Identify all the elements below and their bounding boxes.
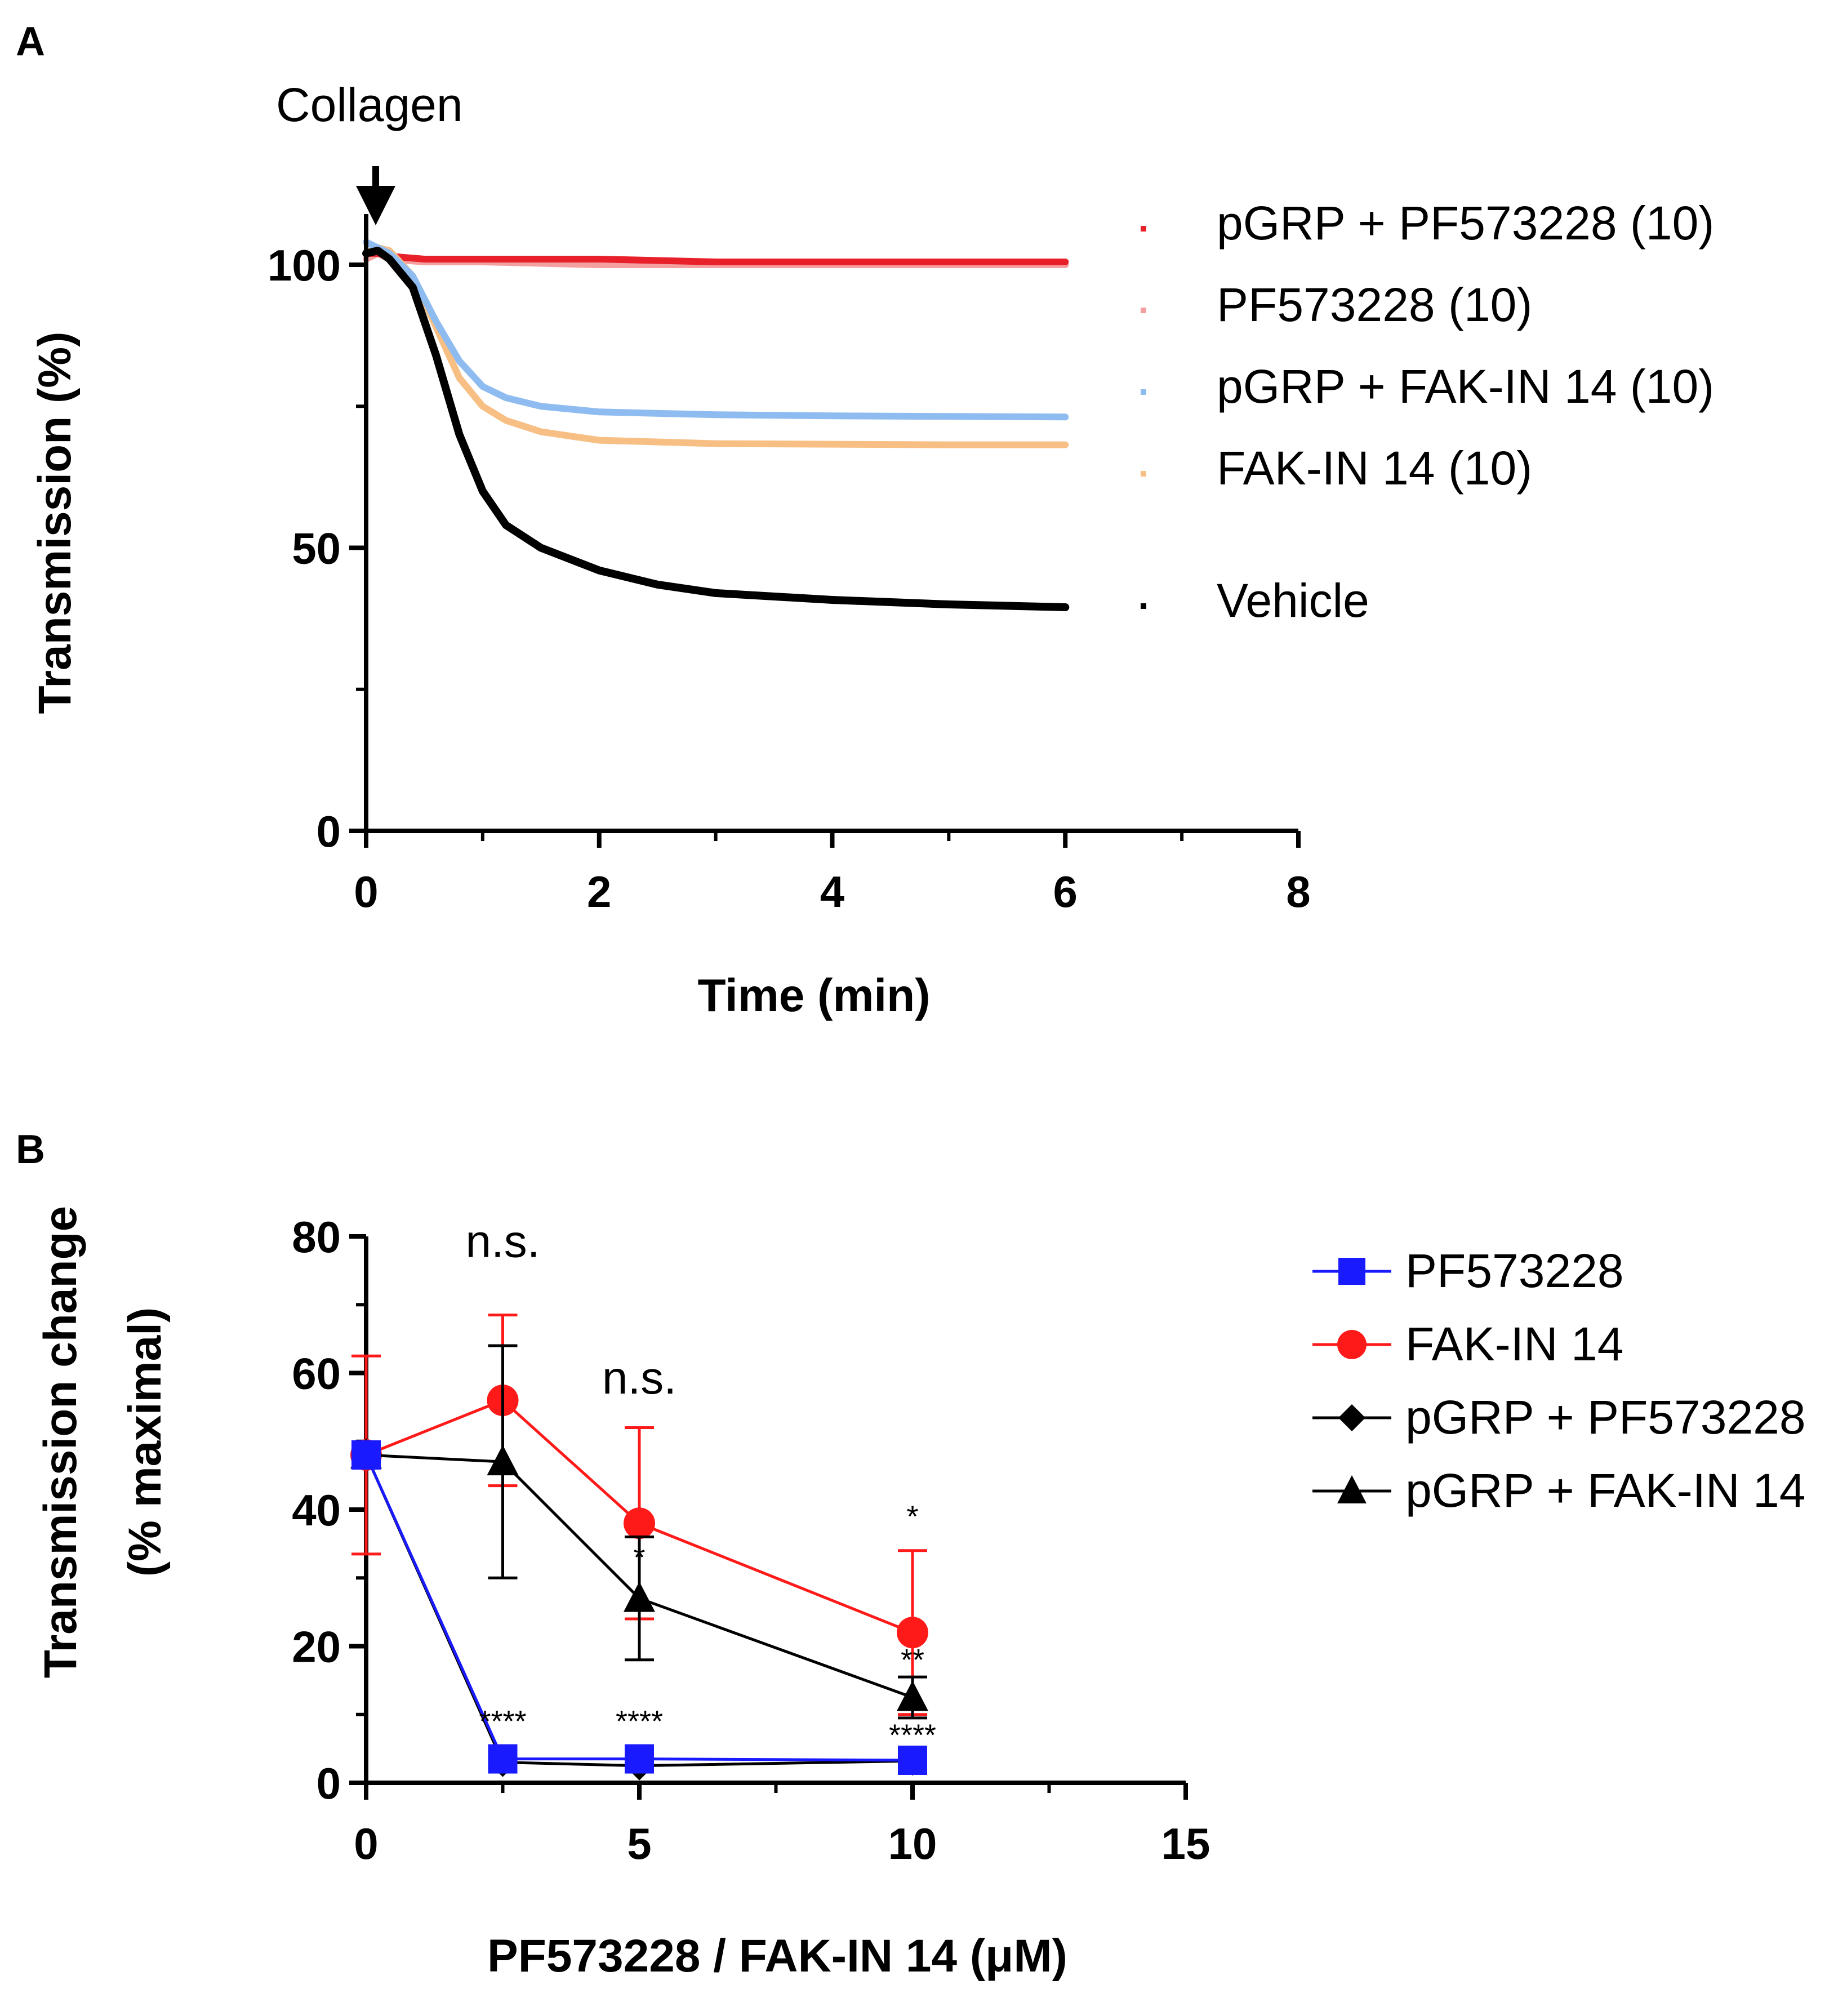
chart-b-annotation: ** (901, 1643, 924, 1677)
chart-b-point-b-fak (897, 1617, 928, 1649)
chart-a-y-tick-label: 50 (292, 524, 341, 573)
chart-a-legend-marker-pgrp-fak (1141, 389, 1146, 395)
chart-a-legend-marker-fak (1141, 471, 1146, 477)
chart-b-point-b-pf (625, 1744, 654, 1774)
chart-b-legend-label-b-pgrp-pf: pGRP + PF573228 (1405, 1391, 1806, 1444)
chart-b-y-tick-label: 20 (292, 1622, 341, 1672)
chart-b-annotation: n.s. (602, 1352, 677, 1404)
chart-a-x-axis-label: Time (min) (697, 970, 930, 1021)
collagen-arrow-icon (356, 166, 395, 225)
chart-b-legend-label-b-fak: FAK-IN 14 (1405, 1318, 1623, 1370)
chart-a-x-tick-label: 4 (820, 867, 844, 916)
chart-b-point-b-pf (898, 1745, 927, 1775)
chart-b-point-b-fak (624, 1507, 655, 1539)
chart-b-annotation: **** (479, 1705, 526, 1738)
chart-b-point-b-pgrp-fak (487, 1445, 519, 1476)
panel-label-a: A (16, 19, 45, 64)
chart-b-point-b-pf (488, 1744, 518, 1774)
chart-b-y-axis-label-line2: (% maximal) (119, 1307, 171, 1577)
chart-a-series-pgrp-fak (363, 238, 1069, 421)
chart-a-legend-label-fak: FAK-IN 14 (10) (1217, 442, 1532, 495)
chart-b-point-b-pgrp-fak (897, 1680, 928, 1711)
chart-a-legend-label-pgrp-fak: pGRP + FAK-IN 14 (10) (1217, 360, 1714, 413)
chart-a-x-tick-label: 0 (354, 867, 378, 916)
chart-a: Collagen 0 2 4 6 8 0 50 100 Transmission (%) Ti… (29, 78, 1714, 1021)
chart-a-annotation-collagen: Collagen (276, 78, 463, 131)
chart-a-y-tick-label: 0 (317, 807, 341, 856)
chart-b-x-tick-label: 5 (627, 1819, 651, 1868)
panel-label-b: B (16, 1127, 45, 1172)
chart-a-legend-label-pf: PF573228 (10) (1217, 278, 1532, 331)
chart-b-y-tick-label: 60 (292, 1349, 341, 1399)
chart-b-annotation: **** (889, 1718, 936, 1752)
chart-b-y-axis-label-line1: Transmission change (35, 1206, 86, 1679)
chart-b-legend-label-b-pgrp-fak: pGRP + FAK-IN 14 (1405, 1464, 1805, 1517)
chart-a-legend-marker-vehicle (1141, 603, 1146, 609)
chart-b-line-b-pgrp-fak (366, 1453, 913, 1699)
chart-b-x-tick-label: 0 (354, 1819, 378, 1868)
chart-a-series-pgrp-pf (363, 250, 1069, 265)
chart-a-series-vehicle (362, 246, 1070, 611)
chart-b-legend-label-b-pf: PF573228 (1405, 1244, 1624, 1297)
chart-b-legend-marker-b-fak (1337, 1330, 1367, 1359)
chart-b-x-axis-label: PF573228 / FAK-IN 14 (μM) (487, 1930, 1067, 1982)
chart-b-legend-marker-b-pf (1338, 1258, 1365, 1285)
chart-b-y-tick-label: 80 (292, 1212, 341, 1262)
chart-a-x-tick-label: 8 (1286, 867, 1310, 916)
chart-b-line-b-pf (364, 1454, 913, 1762)
chart-b-annotation: * (906, 1499, 918, 1533)
chart-a-x-tick-label: 6 (1053, 867, 1078, 916)
chart-b-legend-marker-b-pgrp-pf (1338, 1404, 1365, 1431)
chart-a-y-tick-label: 100 (268, 241, 341, 290)
chart-b-legend-marker-b-pgrp-fak (1337, 1475, 1367, 1503)
chart-b-annotation: * (633, 1541, 645, 1574)
chart-b-annotation: **** (616, 1705, 663, 1738)
chart-b-point-b-pf (351, 1440, 381, 1470)
chart-b-x-tick-label: 15 (1161, 1819, 1210, 1868)
chart-a-legend-label-pgrp-pf: pGRP + PF573228 (10) (1217, 197, 1714, 250)
chart-b-point-b-pgrp-fak (624, 1581, 655, 1612)
chart-b-annotation: n.s. (465, 1216, 540, 1267)
chart-a-legend-marker-pgrp-pf (1141, 226, 1146, 232)
chart-a-legend-marker-pf (1141, 308, 1146, 313)
chart-a-y-axis-label: Transmission (%) (29, 332, 81, 714)
chart-a-x-tick-label: 2 (587, 867, 611, 916)
chart-b-line-b-fak (366, 1399, 913, 1634)
chart-b-y-tick-label: 0 (317, 1759, 341, 1808)
chart-a-legend-label-vehicle: Vehicle (1217, 574, 1369, 627)
chart-b-y-tick-label: 40 (292, 1485, 341, 1535)
chart-b-x-tick-label: 10 (888, 1819, 937, 1868)
